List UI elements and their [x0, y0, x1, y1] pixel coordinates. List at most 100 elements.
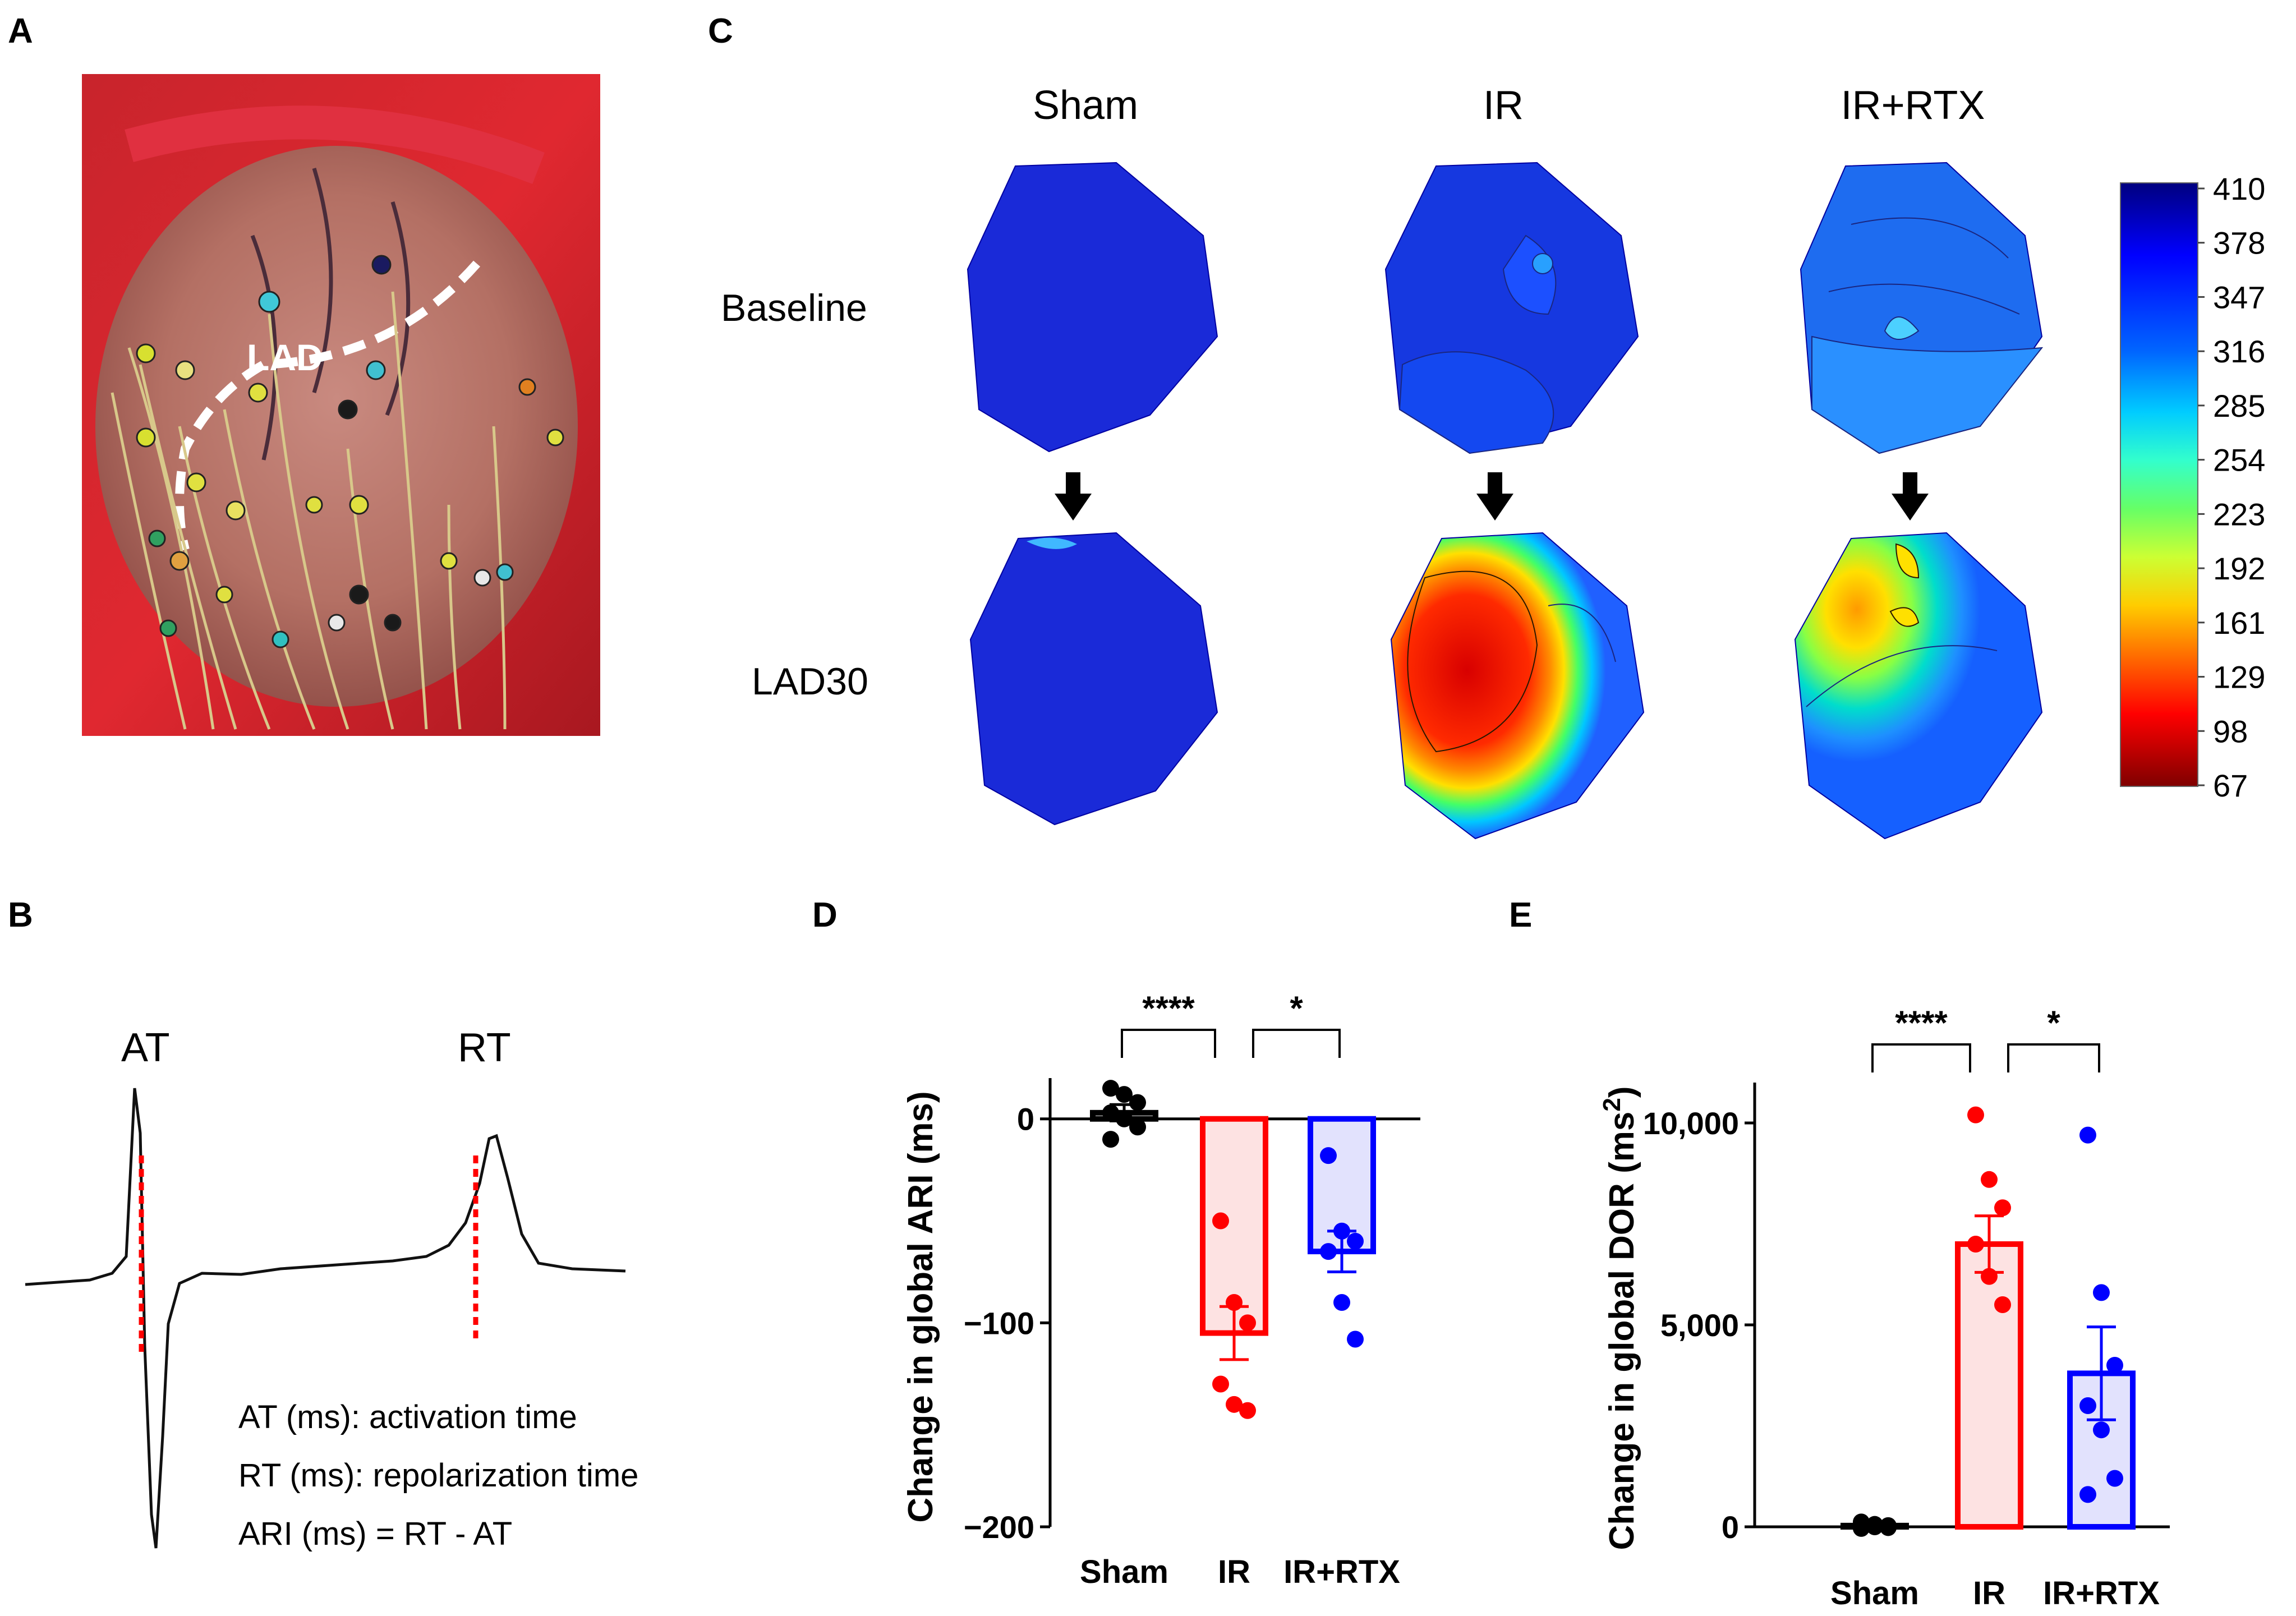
- y-tick-label: −100: [964, 1305, 1034, 1341]
- data-point: [1981, 1171, 1998, 1188]
- data-point: [1239, 1314, 1256, 1332]
- colorbar-tick-label: 347: [2213, 279, 2265, 315]
- data-point: [1129, 1094, 1146, 1111]
- data-point: [1212, 1375, 1229, 1393]
- x-tick-label: Sham: [1830, 1575, 1919, 1612]
- significance-label: *: [2047, 1004, 2060, 1042]
- y-tick-label: 0: [1722, 1509, 1739, 1545]
- data-point: [1880, 1519, 1897, 1536]
- panel-e-letter: E: [1509, 896, 1532, 934]
- data-point: [1102, 1131, 1119, 1148]
- y-tick-label: 5,000: [1660, 1307, 1739, 1343]
- data-point: [1347, 1232, 1364, 1250]
- y-tick-label: 10,000: [1643, 1106, 1739, 1141]
- map-ir-lad30: [1390, 532, 1645, 840]
- significance-bracket: [2007, 1043, 2100, 1072]
- data-point: [1226, 1396, 1243, 1413]
- colorbar-tick-label: 254: [2213, 443, 2265, 478]
- data-point: [2093, 1421, 2110, 1439]
- group-label-ir-rtx: IR+RTX: [1841, 83, 1985, 128]
- map-sham-lad30: [969, 532, 1218, 826]
- data-point: [1333, 1222, 1350, 1240]
- significance-bracket: [1121, 1029, 1216, 1058]
- data-point: [1102, 1080, 1119, 1097]
- panel-a-letter: A: [8, 12, 33, 50]
- y-tick-label: 0: [1017, 1102, 1034, 1137]
- data-point: [2093, 1284, 2110, 1301]
- at-label: AT: [121, 1025, 170, 1070]
- bar-ir: [1955, 1241, 2023, 1530]
- significance-label: ****: [1895, 1004, 1948, 1042]
- data-point: [1320, 1243, 1337, 1260]
- data-point: [2079, 1397, 2096, 1414]
- row-label-lad30: LAD30: [752, 660, 868, 703]
- y-tick-label: −200: [964, 1509, 1034, 1545]
- data-point: [1320, 1147, 1337, 1164]
- colorbar-tick-label: 161: [2213, 605, 2265, 641]
- data-point: [1116, 1110, 1133, 1127]
- lad-label: LAD: [247, 337, 323, 378]
- y-axis-label: Change in global ARI (ms): [901, 1091, 940, 1522]
- heart-photo: LAD: [82, 74, 600, 736]
- data-point: [1239, 1402, 1256, 1419]
- data-point: [2079, 1486, 2096, 1503]
- colorbar: 410 378 347 316 285 254 223 192 161 129 98 67: [2120, 171, 2265, 803]
- data-point: [2106, 1357, 2123, 1374]
- x-tick-label: IR+RTX: [1283, 1554, 1400, 1590]
- y-axis-label: Change in global DOR (ms2): [1598, 1086, 1641, 1550]
- group-label-sham: Sham: [1033, 83, 1138, 128]
- map-rtx-baseline: [1800, 162, 2044, 454]
- panel-c-letter: C: [708, 12, 733, 50]
- data-point: [1129, 1118, 1146, 1136]
- colorbar-tick-label: 316: [2213, 334, 2265, 369]
- rt-label: RT: [458, 1025, 511, 1070]
- arrow-down-icon: [1476, 472, 1513, 521]
- data-point: [1212, 1212, 1229, 1230]
- data-point: [1866, 1518, 1883, 1535]
- ecg-trace: [25, 1088, 626, 1549]
- significance-label: *: [1290, 989, 1303, 1027]
- map-rtx-lad30: [1794, 532, 2043, 840]
- significance-bracket: [1871, 1043, 1971, 1072]
- data-point: [1853, 1520, 1870, 1537]
- legend-rt: RT (ms): repolarization time: [238, 1457, 638, 1494]
- significance-label: ****: [1142, 989, 1195, 1027]
- colorbar-tick-label: 192: [2213, 551, 2265, 586]
- data-point: [1967, 1106, 1984, 1124]
- data-point: [1333, 1294, 1350, 1311]
- colorbar-tick-label: 378: [2213, 225, 2265, 261]
- legend-at: AT (ms): activation time: [238, 1399, 577, 1435]
- data-point: [2106, 1470, 2123, 1487]
- colorbar-tick-label: 410: [2213, 171, 2265, 206]
- panel-d-letter: D: [812, 896, 838, 934]
- data-point: [1994, 1296, 2011, 1313]
- colorbar-tick-label: 223: [2213, 496, 2265, 532]
- colorbar-tick-label: 285: [2213, 388, 2265, 423]
- data-point: [1102, 1104, 1119, 1121]
- data-point: [1994, 1199, 2011, 1217]
- data-point: [1116, 1086, 1133, 1103]
- map-sham-baseline: [967, 162, 1218, 453]
- data-point: [1347, 1330, 1364, 1348]
- data-point: [1226, 1294, 1243, 1311]
- x-tick-label: Sham: [1080, 1554, 1168, 1590]
- x-tick-label: IR: [1218, 1554, 1250, 1590]
- group-label-ir: IR: [1483, 83, 1524, 128]
- data-point: [1981, 1268, 1998, 1285]
- map-ir-baseline: [1384, 162, 1639, 454]
- row-label-baseline: Baseline: [721, 287, 867, 329]
- legend-ari: ARI (ms) = RT - AT: [238, 1516, 512, 1552]
- data-point: [1967, 1236, 1984, 1253]
- colorbar-tick-label: 129: [2213, 660, 2265, 695]
- colorbar-tick-label: 67: [2213, 768, 2248, 803]
- panel-b-letter: B: [8, 896, 33, 934]
- x-tick-label: IR: [1973, 1575, 2005, 1612]
- colorbar-tick-label: 98: [2213, 713, 2248, 749]
- arrow-down-icon: [1055, 472, 1092, 521]
- significance-bracket: [1252, 1029, 1341, 1058]
- arrow-down-icon: [1892, 472, 1929, 521]
- x-tick-label: IR+RTX: [2043, 1575, 2160, 1612]
